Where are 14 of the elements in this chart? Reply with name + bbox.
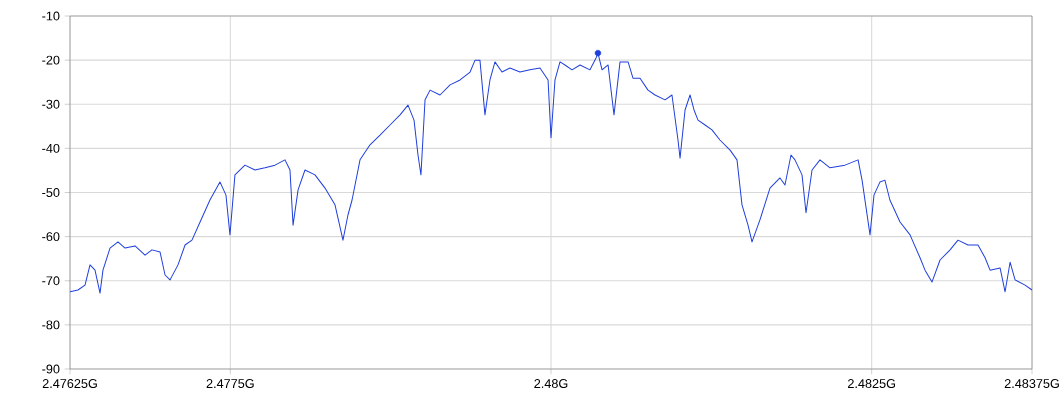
y-tick-label: -10 [42, 11, 60, 21]
y-tick-label: -70 [42, 276, 60, 286]
x-tick-label: 2.48375G [1004, 379, 1059, 389]
y-tick-label: -30 [42, 99, 60, 109]
x-tick-label: 2.4825G [848, 379, 896, 389]
y-tick-label: -80 [42, 320, 60, 330]
y-tick-label: -20 [42, 55, 60, 65]
y-tick-label: -60 [42, 232, 60, 242]
y-tick-label: -40 [42, 143, 60, 153]
y-tick-label: -90 [42, 364, 60, 374]
x-tick-label: 2.4775G [206, 379, 254, 389]
x-tick-label: 2.47625G [42, 379, 97, 389]
y-tick-label: -50 [42, 188, 60, 197]
x-tick-label: 2.48G [534, 379, 568, 389]
